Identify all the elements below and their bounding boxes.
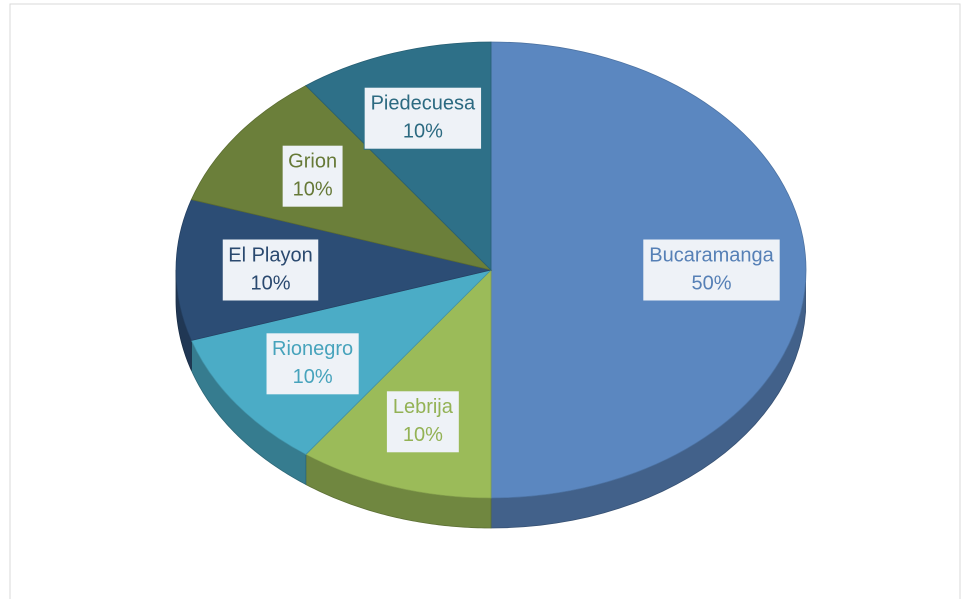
label-name: Grion [288, 150, 337, 172]
pie-slice [175, 199, 492, 341]
label-value: 10% [293, 366, 333, 388]
label-value: 10% [403, 424, 443, 446]
data-label: Rionegro 10% [265, 332, 360, 396]
label-box [281, 144, 344, 208]
label-name: El Playon [228, 244, 313, 266]
data-label: El Playon 10% [221, 238, 320, 302]
label-box [363, 86, 483, 150]
label-name: Rionegro [272, 338, 353, 360]
data-label: Piedecuesa 10% [363, 86, 483, 150]
label-box [221, 238, 320, 302]
data-label: Lebrija 10% [385, 390, 460, 454]
label-name: Piedecuesa [371, 92, 476, 114]
label-value: 50% [691, 272, 731, 294]
label-box [265, 332, 360, 396]
label-name: Bucaramanga [649, 244, 774, 266]
label-value: 10% [250, 272, 290, 294]
data-label: Bucaramanga 50% [642, 238, 781, 302]
label-value: 10% [403, 120, 443, 142]
label-name: Lebrija [393, 396, 454, 418]
label-value: 10% [293, 178, 333, 200]
label-box [385, 390, 460, 454]
label-box [642, 238, 781, 302]
data-label: Grion 10% [281, 144, 344, 208]
